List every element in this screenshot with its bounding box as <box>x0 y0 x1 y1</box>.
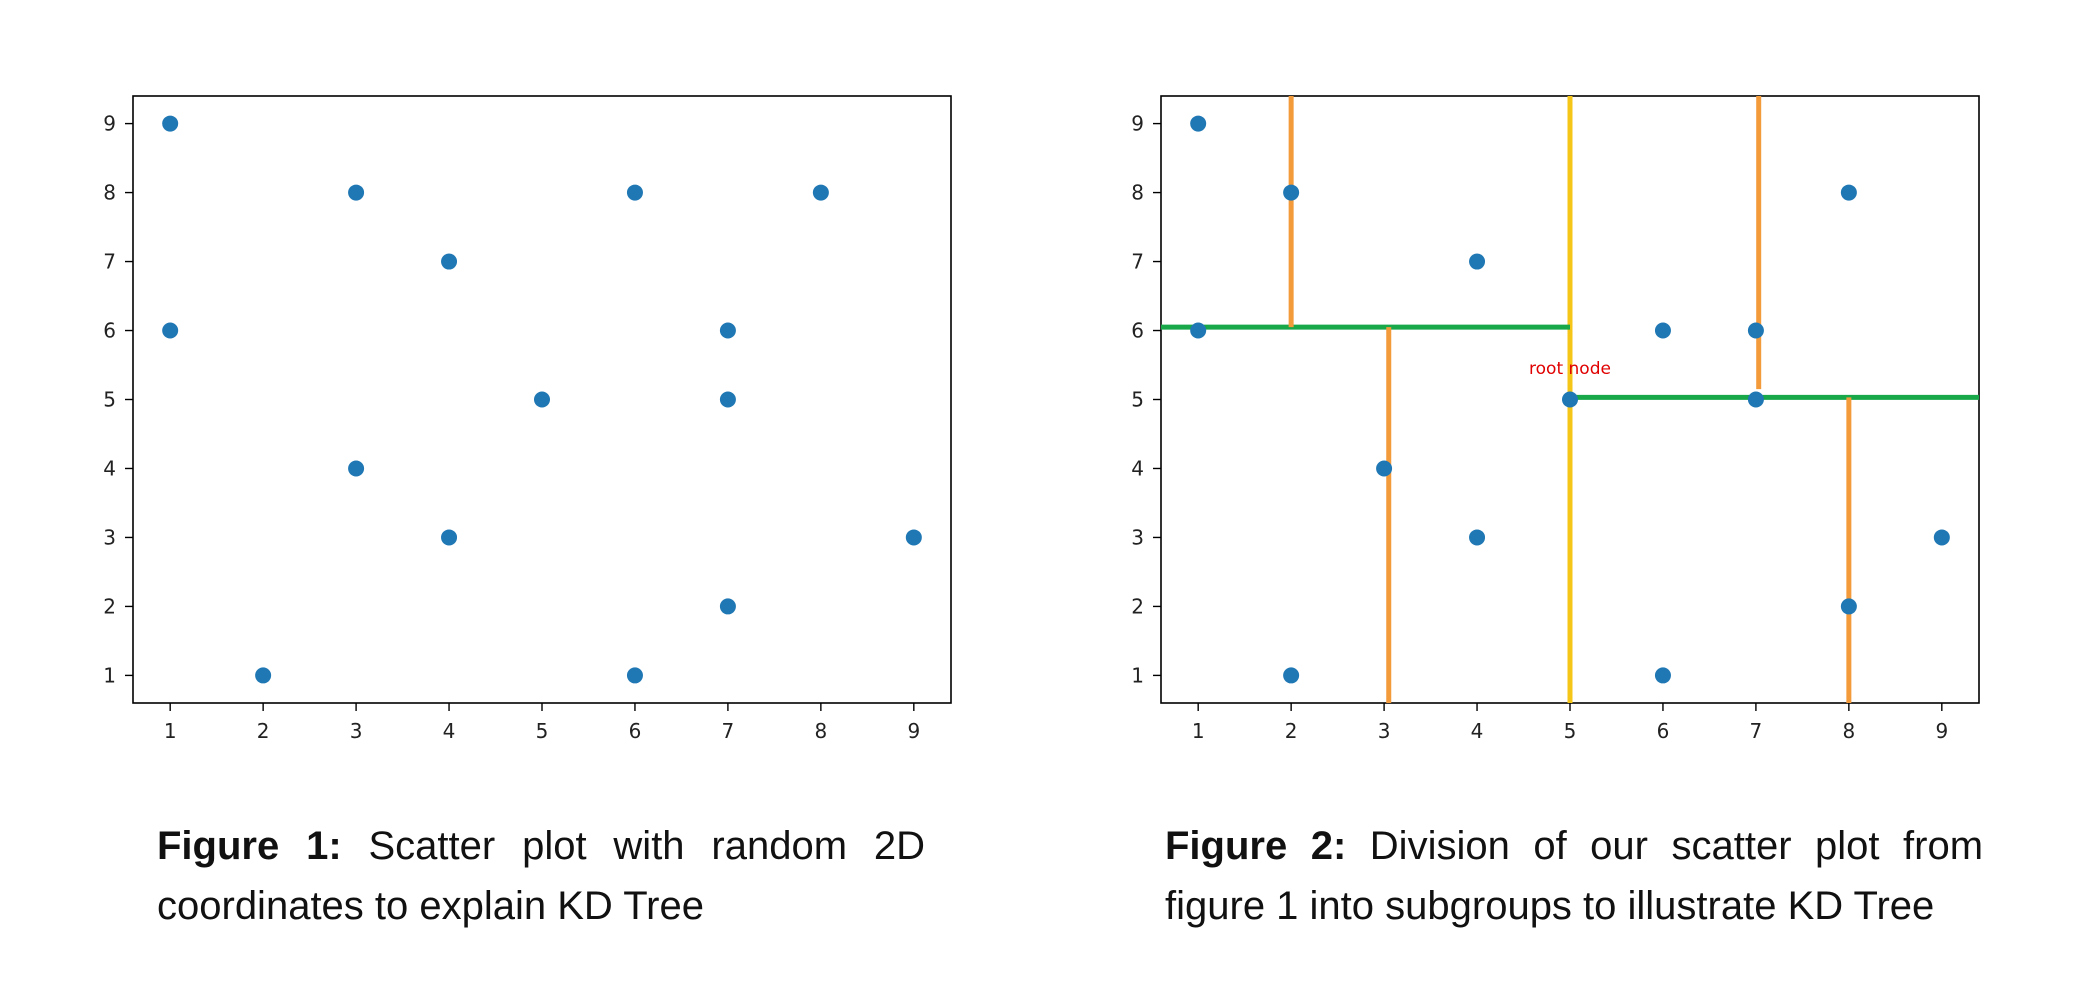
chart2-data-point <box>1283 667 1300 684</box>
chart1-x-tick-label: 2 <box>257 719 270 743</box>
chart2-data-point <box>1190 115 1207 132</box>
chart1-data-point <box>719 598 736 615</box>
chart1-x-tick-label: 1 <box>164 719 177 743</box>
chart1-y-tick-label: 7 <box>103 250 116 274</box>
chart1-y-tick-label: 6 <box>103 319 116 343</box>
figure-2-text: Division of our scatter plot from figure… <box>1165 824 1984 928</box>
figure-2-label: Figure 2: <box>1165 824 1347 868</box>
chart1-data-point <box>348 460 365 477</box>
chart2-annotation-label: root node <box>1529 359 1611 379</box>
chart1-y-tick-label: 2 <box>103 594 116 618</box>
chart2-x-tick-label: 3 <box>1378 719 1391 743</box>
chart2-y-tick-label: 5 <box>1131 388 1144 412</box>
chart2-y-tick-label: 6 <box>1131 319 1144 343</box>
figure-1-label: Figure 1: <box>157 824 342 868</box>
chart1-data-point <box>348 184 365 201</box>
chart2-x-tick-label: 9 <box>1935 719 1948 743</box>
chart2-y-tick-label: 4 <box>1131 456 1144 480</box>
chart1-y-tick-label: 5 <box>103 388 116 412</box>
chart2-x-tick-label: 2 <box>1285 719 1298 743</box>
chart1-data-point <box>719 391 736 408</box>
chart1-x-tick-label: 5 <box>536 719 549 743</box>
chart1-data-point <box>626 184 643 201</box>
chart2-x-tick-label: 5 <box>1564 719 1577 743</box>
chart2-x-tick-label: 4 <box>1471 719 1484 743</box>
figure-1-caption: Figure 1: Scatter plot with random 2D co… <box>157 816 925 936</box>
chart1-data-point <box>719 322 736 339</box>
chart1-data-point <box>162 115 179 132</box>
chart1-x-tick-label: 8 <box>814 719 827 743</box>
chart2-x-tick-label: 7 <box>1750 719 1763 743</box>
chart2-y-tick-label: 3 <box>1131 525 1144 549</box>
chart2-data-point <box>1190 322 1207 339</box>
chart1-data-point <box>441 529 458 546</box>
chart2-data-point <box>1469 253 1486 270</box>
chart1-data-point <box>812 184 829 201</box>
chart2-data-point <box>1747 322 1764 339</box>
scatter-chart-1: 1 2 3 4 5 6 7 8 9 1 2 3 4 5 6 7 8 9 <box>103 95 952 743</box>
chart1-x-tick-label: 7 <box>722 719 735 743</box>
chart1-x-tick-label: 3 <box>350 719 363 743</box>
chart2-data-point <box>1654 667 1671 684</box>
chart1-data-point <box>441 253 458 270</box>
chart2-data-point <box>1747 391 1764 408</box>
chart2-y-tick-label: 7 <box>1131 250 1144 274</box>
chart2-x-tick-label: 8 <box>1842 719 1855 743</box>
chart2-x-tick-label: 1 <box>1192 719 1205 743</box>
chart1-data-point <box>162 322 179 339</box>
chart1-y-tick-label: 1 <box>103 663 116 687</box>
chart1-data-point <box>255 667 272 684</box>
chart1-x-tick-label: 6 <box>629 719 642 743</box>
chart2-y-tick-label: 9 <box>1131 112 1144 136</box>
chart1-y-tick-label: 9 <box>103 112 116 136</box>
chart1-data-point <box>905 529 922 546</box>
chart2-y-tick-label: 2 <box>1131 594 1144 618</box>
chart1-data-point <box>626 667 643 684</box>
chart1-y-tick-label: 8 <box>103 181 116 205</box>
chart2-x-tick-label: 6 <box>1657 719 1670 743</box>
chart2-data-point <box>1469 529 1486 546</box>
chart2-data-point <box>1840 598 1857 615</box>
chart2-data-point <box>1840 184 1857 201</box>
chart1-y-tick-label: 4 <box>103 456 116 480</box>
chart1-x-tick-label: 9 <box>907 719 920 743</box>
figure-2-caption: Figure 2: Division of our scatter plot f… <box>1165 816 1983 936</box>
chart2-data-point <box>1376 460 1393 477</box>
figure-1-text: Scatter plot with random 2D coordinates … <box>157 824 926 928</box>
chart2-y-tick-label: 1 <box>1131 663 1144 687</box>
chart2-y-tick-label: 8 <box>1131 181 1144 205</box>
chart2-data-point <box>1283 184 1300 201</box>
chart1-y-tick-label: 3 <box>103 525 116 549</box>
scatter-chart-2-kd-tree: 1 2 3 4 5 6 7 8 9 1 2 3 4 5 6 7 8 9 root node <box>1131 95 1980 743</box>
chart1-data-point <box>534 391 550 408</box>
chart1-x-tick-label: 4 <box>443 719 456 743</box>
chart2-data-point <box>1654 322 1671 339</box>
chart2-data-point <box>1562 391 1578 408</box>
chart2-data-point <box>1933 529 1950 546</box>
